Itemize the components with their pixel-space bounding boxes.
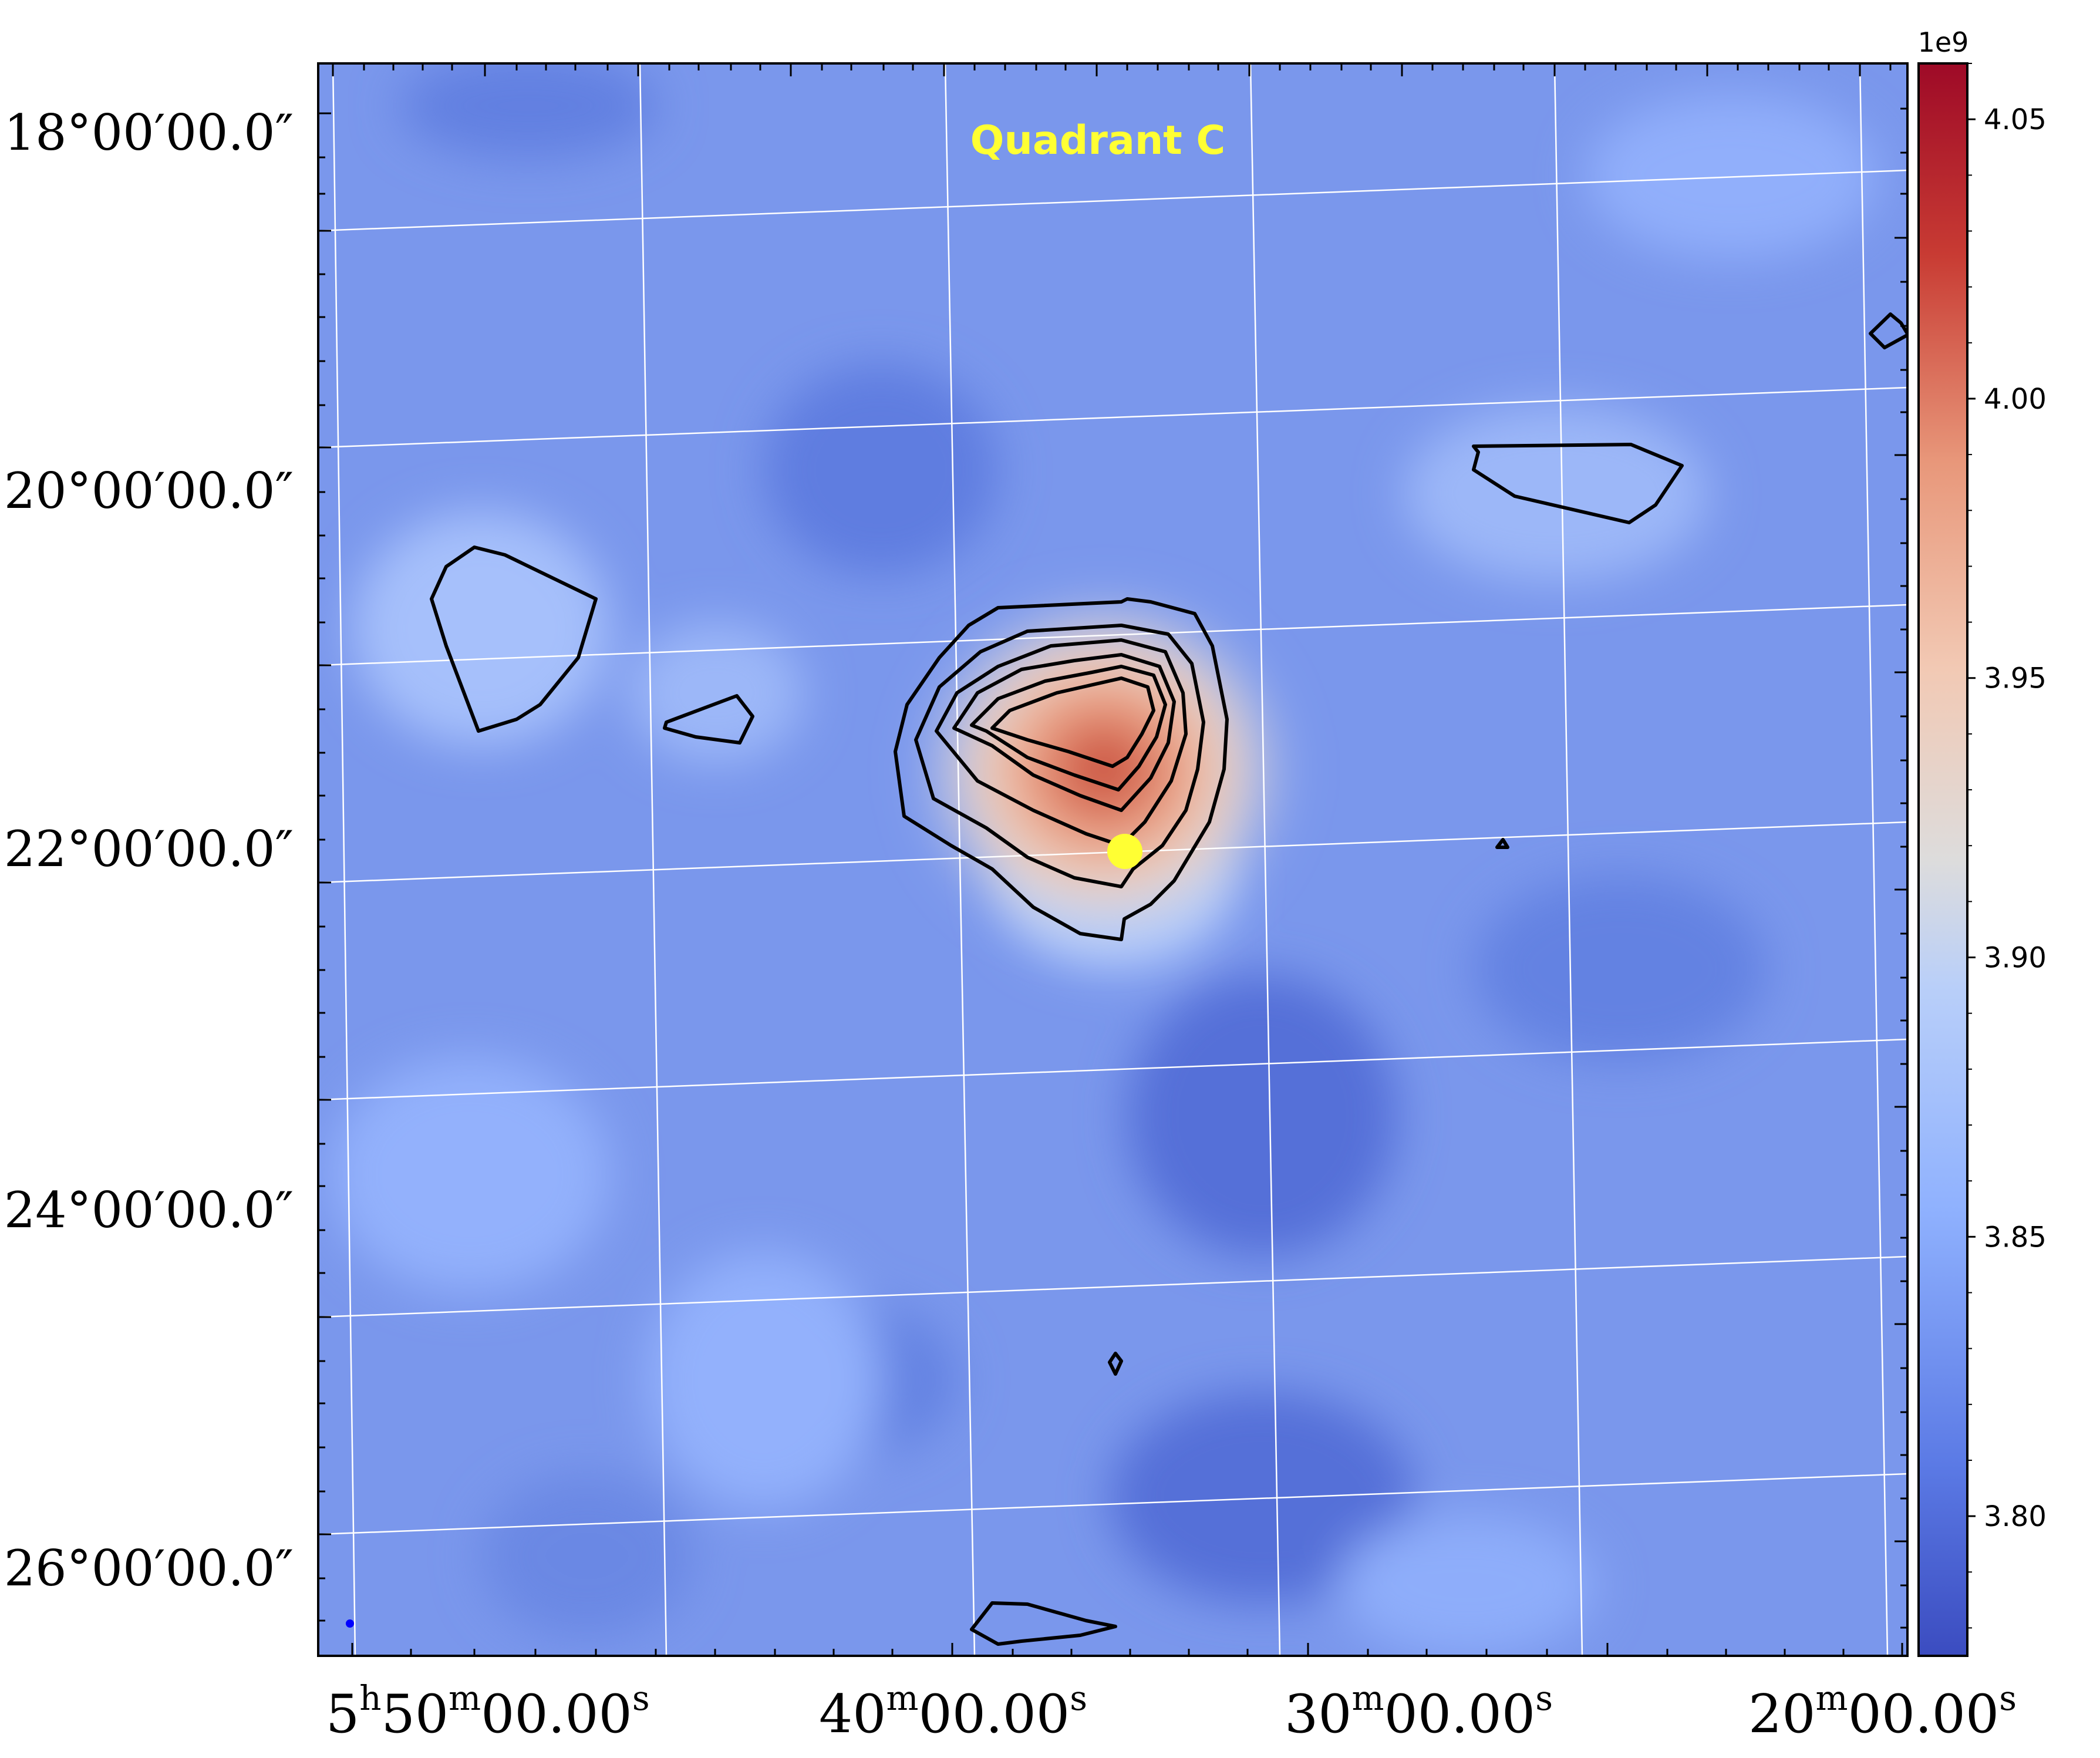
colorbar-tick-label: 3.85 [1984, 1221, 2047, 1254]
colorbar: 1e9 3.80 3.85 3.90 3.95 4.00 4.05 [1917, 26, 2047, 1657]
plot-frame [317, 62, 1909, 1657]
colorbar-tick-label: 3.95 [1984, 662, 2047, 695]
colorbar-tick-label: 4.05 [1984, 103, 2047, 136]
y-axis-labels: 18°00′00.0″ 20°00′00.0″ 22°00′00.0″ 24°0… [4, 104, 294, 1597]
colorbar-offset-label: 1e9 [1918, 26, 1969, 58]
x-tick-label: 5h50m00.00s [326, 1678, 650, 1745]
x-axis-labels: 5h50m00.00s 40m00.00s 30m00.00s 20m00.00… [326, 1678, 2017, 1745]
coordinate-grid [318, 63, 1907, 1656]
contour-lines [430, 312, 1907, 1646]
x-tick-label: 30m00.00s [1285, 1678, 1553, 1745]
beam-marker [346, 1619, 354, 1628]
y-tick-label: 24°00′00.0″ [4, 1181, 294, 1239]
colorbar-ticks: 3.80 3.85 3.90 3.95 4.00 4.05 [1967, 63, 2047, 1629]
chart-title: Quadrant C [970, 117, 1226, 164]
colorbar-tick-label: 3.80 [1984, 1500, 2047, 1533]
y-tick-label: 22°00′00.0″ [4, 820, 294, 878]
colorbar-tick-label: 3.90 [1984, 942, 2047, 975]
y-tick-label: 26°00′00.0″ [4, 1540, 294, 1597]
colorbar-tick-label: 4.00 [1984, 383, 2047, 416]
heatmap-image [318, 63, 1907, 1656]
y-tick-label: 18°00′00.0″ [4, 104, 294, 161]
x-tick-label: 40m00.00s [819, 1678, 1087, 1745]
axis-ticks [318, 63, 1907, 1656]
y-tick-label: 20°00′00.0″ [4, 462, 294, 520]
colorbar-gradient [1917, 62, 1968, 1657]
source-marker [1107, 834, 1142, 869]
x-tick-label: 20m00.00s [1748, 1678, 2017, 1745]
